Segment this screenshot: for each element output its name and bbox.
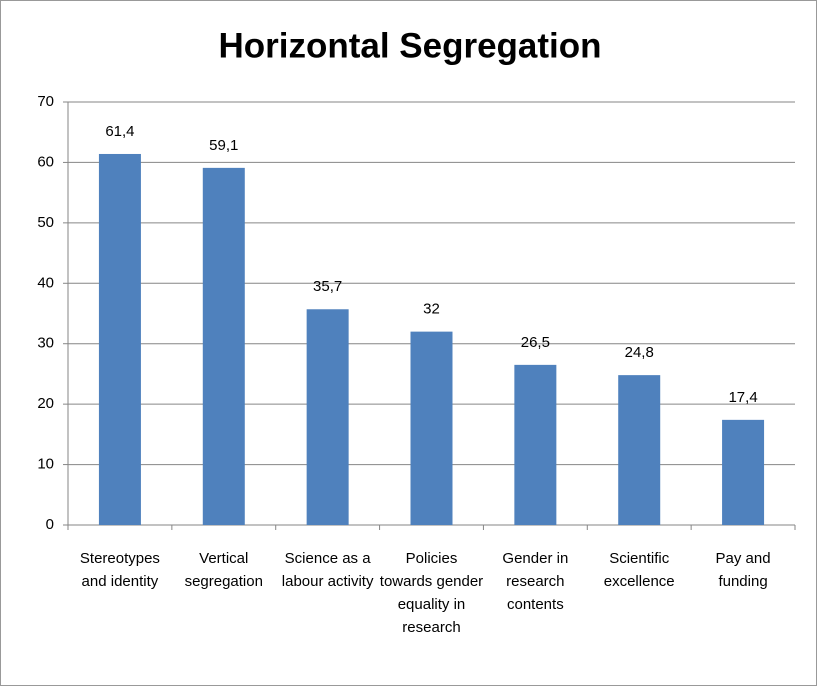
- data-label: 32: [423, 301, 440, 318]
- y-tick-label: 0: [46, 516, 54, 533]
- data-label: 61,4: [105, 123, 134, 140]
- data-label: 35,7: [313, 278, 342, 295]
- bar: [98, 153, 141, 525]
- x-tick-label: Policies towards gender equality in rese…: [379, 550, 484, 636]
- data-label: 17,4: [728, 389, 757, 406]
- y-tick-label: 10: [37, 456, 54, 473]
- bar: [202, 167, 245, 526]
- y-tick-label: 20: [37, 395, 54, 412]
- y-tick-label: 30: [37, 335, 54, 352]
- bar: [618, 375, 661, 525]
- y-tick-label: 50: [37, 214, 54, 231]
- x-tick-label: Science as a labour activity: [281, 550, 374, 590]
- data-label: 59,1: [209, 137, 238, 154]
- x-tick-label: Stereotypes and identity: [79, 550, 160, 590]
- x-tick-label: Gender in research contents: [502, 550, 569, 613]
- data-label: 26,5: [521, 334, 550, 351]
- y-tick-label: 60: [37, 153, 54, 170]
- bar: [306, 309, 349, 525]
- y-tick-label: 40: [37, 274, 54, 291]
- bar: [722, 419, 765, 525]
- chart-title: Horizontal Segregation: [218, 26, 601, 65]
- bar: [514, 364, 557, 525]
- x-tick-label: Pay and funding: [715, 550, 771, 590]
- bar: [410, 331, 453, 525]
- data-label: 24,8: [625, 344, 654, 361]
- x-tick-label: Vertical segregation: [184, 550, 263, 590]
- y-tick-label: 70: [37, 93, 54, 110]
- x-tick-label: Scientific excellence: [603, 550, 675, 590]
